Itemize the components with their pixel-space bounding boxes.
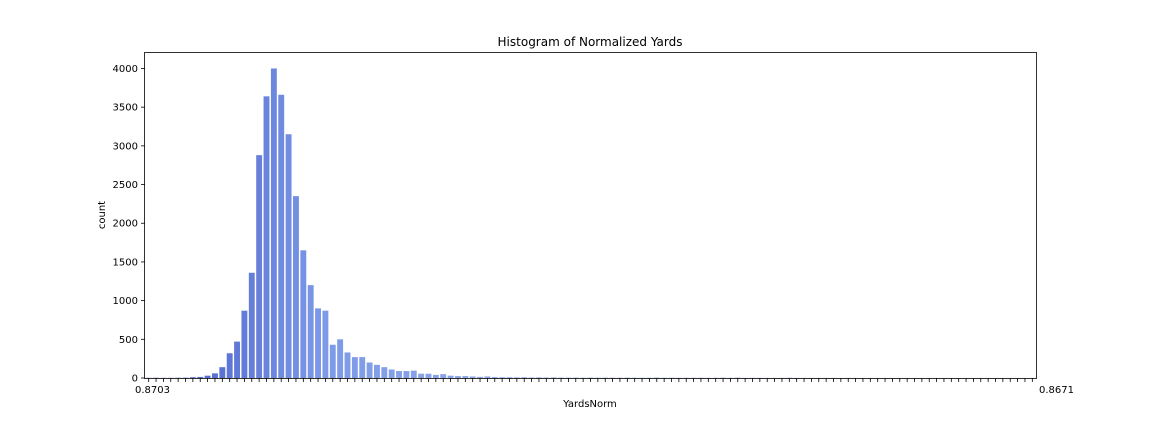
bar-9 (212, 373, 218, 378)
bar-11 (226, 353, 233, 378)
bar-32 (381, 367, 388, 378)
bar-19 (285, 134, 292, 378)
bar-33 (388, 369, 395, 378)
bar-47 (491, 377, 498, 378)
bar-17 (270, 68, 277, 378)
x-axis-label: YardsNorm (562, 399, 617, 410)
bar-16 (263, 96, 270, 378)
bar-40 (440, 374, 447, 378)
bar-41 (447, 375, 454, 378)
bar-7 (197, 376, 204, 378)
bar-44 (469, 376, 476, 378)
bar-55 (550, 377, 557, 378)
bar-42 (455, 376, 461, 378)
bar-38 (425, 373, 432, 378)
x-tick-label-last: 0.8671 (1039, 385, 1074, 396)
bars-group (145, 68, 1036, 378)
bar-51 (521, 377, 528, 378)
bar-15 (256, 155, 263, 378)
y-tick-label: 3000 (113, 141, 138, 152)
bar-48 (499, 377, 506, 378)
bar-13 (241, 310, 248, 378)
bar-35 (403, 371, 410, 378)
bar-30 (366, 362, 373, 378)
y-tick-label: 2000 (113, 219, 138, 230)
bar-22 (307, 285, 314, 378)
y-tick-label: 0 (132, 374, 138, 385)
bar-34 (396, 371, 402, 378)
bar-14 (248, 272, 255, 378)
bar-26 (337, 339, 344, 378)
bar-46 (484, 376, 491, 378)
bar-49 (506, 377, 513, 378)
bar-27 (344, 352, 351, 378)
y-tick-label: 3500 (113, 103, 138, 114)
bar-53 (536, 377, 542, 378)
bar-10 (219, 367, 226, 378)
bar-28 (351, 357, 358, 378)
bar-23 (315, 308, 321, 378)
plot-frame (144, 52, 1037, 379)
x-tick-label-first: 0.8703 (135, 385, 170, 396)
y-tick-label: 2500 (113, 180, 138, 191)
bar-45 (477, 376, 483, 378)
bar-18 (278, 94, 285, 378)
bar-31 (374, 364, 380, 378)
chart-title: Histogram of Normalized Yards (498, 35, 683, 49)
bar-20 (293, 196, 299, 378)
y-tick-label: 1500 (113, 257, 138, 268)
bar-8 (204, 375, 211, 378)
bar-50 (513, 377, 520, 378)
bar-25 (329, 344, 336, 378)
y-tick-label: 1000 (113, 296, 138, 307)
bar-12 (234, 341, 240, 378)
bar-39 (432, 374, 439, 378)
y-tick-label: 500 (119, 335, 138, 346)
y-tick-label: 4000 (113, 64, 138, 75)
bar-24 (322, 310, 329, 378)
bar-43 (462, 376, 469, 378)
bar-21 (300, 250, 307, 378)
y-axis-label: count (97, 201, 108, 229)
bar-6 (189, 377, 196, 378)
bar-29 (359, 357, 366, 378)
bar-36 (410, 370, 417, 378)
bar-37 (418, 373, 425, 378)
